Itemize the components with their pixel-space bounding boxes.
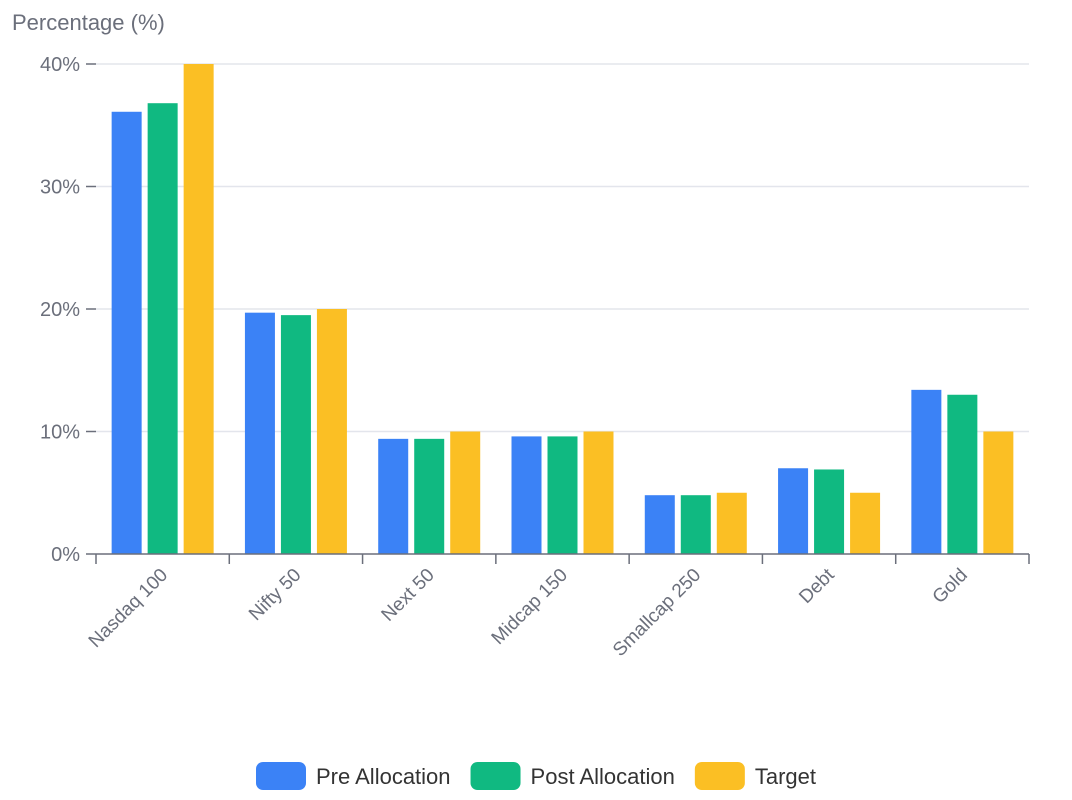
- bar[interactable]: [378, 438, 409, 554]
- bar[interactable]: [111, 111, 142, 555]
- legend-label[interactable]: Target: [755, 764, 816, 789]
- bar[interactable]: [644, 495, 675, 554]
- bar[interactable]: [983, 431, 1014, 555]
- y-tick-label: 40%: [40, 54, 80, 76]
- legend: Pre Allocation Post Allocation Target: [256, 762, 816, 790]
- legend-swatch[interactable]: [694, 762, 745, 790]
- x-tick-label: Debt: [795, 564, 839, 608]
- y-tick-label: 30%: [40, 177, 80, 199]
- x-tick-label: Next 50: [378, 565, 439, 626]
- bar[interactable]: [680, 495, 711, 554]
- bar[interactable]: [583, 431, 614, 555]
- x-tick-label: Midcap 150: [488, 565, 572, 649]
- legend-label[interactable]: Post Allocation: [531, 764, 675, 789]
- x-tick-label: Smallcap 250: [609, 565, 705, 661]
- y-tick-label: 20%: [40, 299, 80, 321]
- bar[interactable]: [814, 469, 845, 554]
- legend-label[interactable]: Pre Allocation: [316, 764, 451, 789]
- bar[interactable]: [850, 492, 881, 554]
- legend-swatch[interactable]: [470, 762, 521, 790]
- x-tick-label: Gold: [929, 565, 972, 608]
- bar[interactable]: [147, 103, 178, 554]
- bar[interactable]: [947, 394, 978, 554]
- gridlines: [96, 63, 1029, 433]
- bar[interactable]: [716, 492, 747, 554]
- bar[interactable]: [778, 468, 809, 554]
- bar[interactable]: [316, 309, 347, 554]
- bar[interactable]: [280, 315, 311, 554]
- bar[interactable]: [450, 431, 481, 555]
- bar[interactable]: [911, 389, 942, 554]
- y-tick-label: 0%: [51, 544, 80, 566]
- bar[interactable]: [414, 438, 445, 554]
- bar[interactable]: [183, 64, 214, 554]
- y-tick-label: 10%: [40, 422, 80, 444]
- y-axis-title: Percentage (%): [12, 10, 165, 35]
- x-tick-label: Nifty 50: [245, 565, 305, 625]
- bars: [111, 64, 1014, 555]
- bar[interactable]: [244, 312, 275, 554]
- bar[interactable]: [511, 436, 542, 554]
- bar[interactable]: [547, 436, 578, 554]
- legend-swatch[interactable]: [256, 762, 306, 790]
- x-tick-label: Nasdaq 100: [85, 565, 172, 652]
